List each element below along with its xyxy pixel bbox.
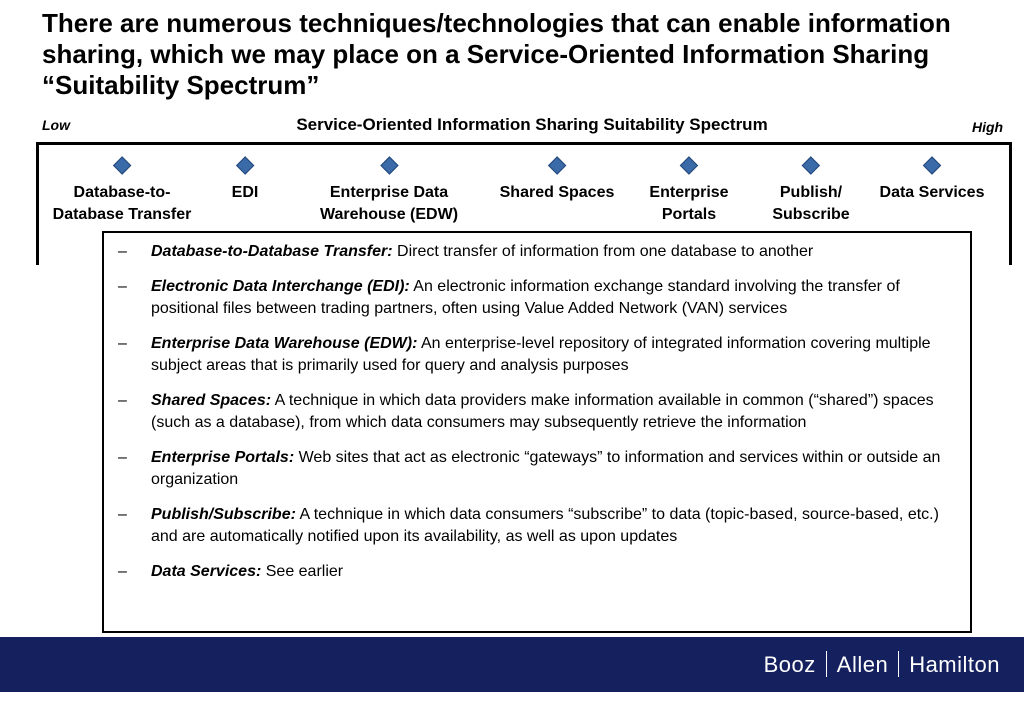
definition-text: An electronic information exchange stand… — [151, 278, 900, 317]
spectrum-node-data-services: Data Services — [879, 156, 985, 204]
definition-text: A technique in which data consumers “sub… — [151, 506, 939, 545]
diamond-icon — [679, 156, 699, 175]
spectrum-node-label: Enterprise Portals — [649, 184, 729, 223]
spectrum-node-label: Publish/Subscribe — [772, 184, 850, 223]
list-item: – Enterprise Portals: Web sites that act … — [118, 447, 956, 491]
spectrum-node-enterprise-portals: Enterprise Portals — [649, 156, 729, 226]
spectrum-node-label: Database-to- Database Transfer — [52, 184, 192, 223]
definitions-box: – Database-to-Database Transfer: Direct t… — [102, 231, 972, 633]
spectrum-bracket — [36, 142, 1012, 265]
list-item: – Electronic Data Interchange (EDI): An e… — [118, 276, 956, 320]
list-item: – Data Services: See earlier — [118, 561, 956, 583]
spectrum-node-edi: EDI — [231, 156, 259, 204]
spectrum-low-label: Low — [42, 117, 70, 133]
spectrum-node-database-transfer: Database-to- Database Transfer — [52, 156, 192, 226]
definitions-list: – Database-to-Database Transfer: Direct t… — [104, 233, 970, 583]
definition-term: Publish/Subscribe: — [151, 506, 296, 523]
spectrum-title: Service-Oriented Information Sharing Sui… — [296, 115, 768, 134]
slide-title: There are numerous techniques/technologi… — [42, 8, 951, 100]
definition-text: See earlier — [261, 563, 344, 580]
bullet-dash: – — [118, 392, 127, 409]
list-item: – Shared Spaces: A technique in which dat… — [118, 390, 956, 434]
diamond-icon — [922, 156, 942, 175]
spectrum-node-publish-subscribe: Publish/Subscribe — [772, 156, 850, 226]
spectrum-node-label: Data Services — [879, 184, 985, 201]
definition-text: Direct transfer of information from one … — [392, 243, 814, 260]
bullet-dash: – — [118, 563, 127, 580]
list-item: – Database-to-Database Transfer: Direct t… — [118, 241, 956, 263]
spectrum-high-label: High — [972, 119, 1004, 135]
definition-text: An enterprise-level repository of integr… — [151, 335, 931, 374]
definition-term: Electronic Data Interchange (EDI): — [151, 278, 410, 295]
logo-divider — [825, 651, 827, 677]
bullet-dash: – — [118, 506, 127, 523]
spectrum-node-shared-spaces: Shared Spaces — [499, 156, 615, 204]
footer-band: Booz Allen Hamilton — [0, 637, 1024, 692]
bullet-dash: – — [118, 243, 127, 260]
spectrum-node-label: Enterprise Data Warehouse (EDW) — [319, 184, 459, 223]
list-item: – Publish/Subscribe: A technique in which… — [118, 504, 956, 548]
definition-term: Enterprise Data Warehouse (EDW): — [151, 335, 418, 352]
logo-word: Hamilton — [909, 652, 1000, 677]
logo-divider — [898, 651, 900, 677]
bullet-dash: – — [118, 278, 127, 295]
definition-term: Data Services: — [151, 563, 262, 580]
diamond-icon — [801, 156, 821, 175]
bullet-dash: – — [118, 335, 127, 352]
bullet-dash: – — [118, 449, 127, 466]
definition-term: Database-to-Database Transfer: — [151, 243, 393, 260]
definition-text: Web sites that act as electronic “gatewa… — [151, 449, 941, 488]
logo-word: Allen — [836, 652, 889, 677]
spectrum-node-edw: Enterprise Data Warehouse (EDW) — [319, 156, 459, 226]
definition-term: Enterprise Portals: — [151, 449, 295, 466]
spectrum-node-label: EDI — [231, 184, 259, 201]
list-item: – Enterprise Data Warehouse (EDW): An ent… — [118, 333, 956, 377]
diamond-icon — [235, 156, 255, 175]
company-logo: Booz Allen Hamilton — [764, 651, 1000, 678]
logo-word: Booz — [763, 652, 816, 677]
diamond-icon — [547, 156, 567, 175]
diamond-icon — [112, 156, 132, 175]
definition-text: A technique in which data providers make… — [151, 392, 934, 431]
diamond-icon — [379, 156, 399, 175]
definition-term: Shared Spaces: — [151, 392, 272, 409]
spectrum-node-label: Shared Spaces — [499, 184, 615, 201]
